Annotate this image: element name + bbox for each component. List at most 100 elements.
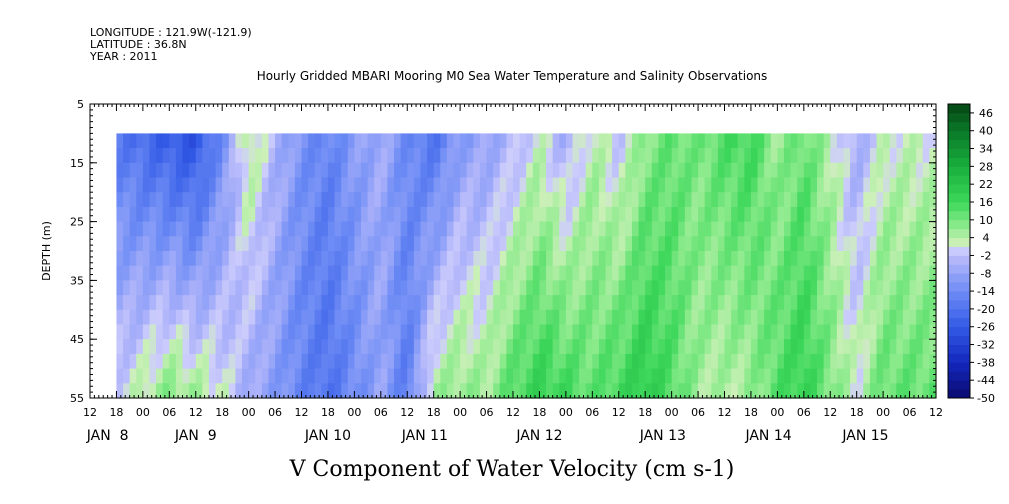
- heatmap-cell: [889, 148, 897, 164]
- heatmap-cell: [242, 383, 250, 399]
- heatmap-cell: [744, 309, 752, 326]
- heatmap-cell: [817, 177, 825, 193]
- x-hour-label: 00: [665, 406, 679, 419]
- heatmap-cell: [922, 251, 930, 267]
- heatmap-cell: [909, 324, 917, 340]
- heatmap-cell: [810, 353, 818, 370]
- heatmap-cell: [208, 309, 217, 326]
- heatmap-cell: [843, 265, 851, 281]
- heatmap-cell: [222, 280, 230, 296]
- x-hour-label: 18: [215, 406, 229, 419]
- heatmap-cell: [658, 309, 666, 326]
- heatmap-cell: [202, 221, 210, 237]
- heatmap-cell: [268, 339, 276, 355]
- heatmap-cell: [817, 309, 825, 326]
- heatmap-cell: [215, 206, 223, 223]
- heatmap-cell: [717, 339, 726, 355]
- heatmap-cell: [255, 265, 263, 281]
- heatmap-cell: [215, 251, 223, 267]
- heatmap-cell: [638, 177, 646, 193]
- heatmap-cell: [334, 162, 342, 179]
- colorbar-swatch: [948, 148, 970, 158]
- heatmap-cell: [519, 133, 527, 149]
- heatmap-cell: [400, 309, 408, 326]
- heatmap-cell: [162, 383, 170, 399]
- heatmap-cell: [189, 353, 197, 370]
- heatmap-cell: [625, 251, 633, 267]
- heatmap-cell: [294, 148, 303, 164]
- heatmap-cell: [605, 324, 613, 340]
- heatmap-cell: [565, 383, 574, 399]
- heatmap-cell: [182, 192, 190, 208]
- heatmap-cell: [294, 309, 303, 326]
- heatmap-cell: [731, 206, 739, 223]
- heatmap-cell: [757, 353, 765, 370]
- heatmap-cell: [631, 236, 640, 252]
- heatmap-cell: [823, 368, 831, 384]
- colorbar-tick-label: -38: [977, 356, 995, 369]
- heatmap-cell: [922, 265, 930, 281]
- heatmap-cell: [665, 339, 673, 355]
- heatmap-cell: [684, 162, 693, 179]
- heatmap-cell: [546, 295, 554, 311]
- heatmap-cell: [579, 339, 587, 355]
- heatmap-cell: [281, 353, 289, 370]
- heatmap-cell: [737, 133, 745, 149]
- heatmap-cell: [797, 324, 805, 340]
- heatmap-cell: [737, 353, 745, 370]
- heatmap-cell: [195, 295, 203, 311]
- heatmap-cell: [327, 295, 336, 311]
- heatmap-cell: [843, 383, 851, 399]
- heatmap-cell: [916, 368, 924, 384]
- heatmap-cell: [559, 192, 567, 208]
- heatmap-cell: [407, 309, 415, 326]
- heatmap-cell: [565, 206, 574, 223]
- heatmap-cell: [592, 265, 600, 281]
- heatmap-cell: [625, 192, 633, 208]
- heatmap-cell: [460, 251, 468, 267]
- heatmap-cell: [281, 162, 289, 179]
- heatmap-cell: [235, 368, 243, 384]
- heatmap-cell: [261, 265, 270, 281]
- heatmap-cell: [843, 368, 851, 384]
- heatmap-cell: [321, 339, 329, 355]
- heatmap-cell: [215, 324, 223, 340]
- heatmap-cell: [367, 383, 375, 399]
- heatmap-cell: [519, 177, 527, 193]
- heatmap-cell: [182, 177, 190, 193]
- heatmap-cell: [460, 265, 468, 281]
- colorbar-tick-label: 28: [979, 160, 993, 173]
- heatmap-cell: [797, 368, 805, 384]
- heatmap-cell: [902, 324, 911, 340]
- heatmap-cell: [876, 295, 884, 311]
- heatmap-cell: [400, 206, 408, 223]
- heatmap-cell: [592, 353, 600, 370]
- heatmap-cell: [222, 148, 230, 164]
- heatmap-cell: [863, 133, 871, 149]
- heatmap-cell: [790, 206, 798, 223]
- heatmap-cell: [592, 383, 600, 399]
- heatmap-cell: [638, 295, 646, 311]
- heatmap-cell: [195, 265, 203, 281]
- heatmap-cell: [175, 280, 184, 296]
- heatmap-cell: [565, 353, 574, 370]
- heatmap-cell: [711, 353, 719, 370]
- heatmap-cell: [843, 295, 851, 311]
- heatmap-cell: [374, 221, 382, 237]
- heatmap-cell: [651, 206, 660, 223]
- heatmap-cell: [222, 251, 230, 267]
- heatmap-cell: [625, 368, 633, 384]
- heatmap-cell: [902, 133, 911, 149]
- colorbar-swatch: [948, 371, 970, 381]
- heatmap-cell: [222, 295, 230, 311]
- heatmap-cell: [645, 280, 653, 296]
- heatmap-cell: [777, 206, 785, 223]
- heatmap-cell: [691, 236, 699, 252]
- heatmap-cell: [433, 236, 441, 252]
- heatmap-cell: [314, 251, 322, 267]
- heatmap-cell: [678, 295, 686, 311]
- x-hour-label: 00: [347, 406, 361, 419]
- heatmap-cell: [552, 236, 560, 252]
- heatmap-cell: [585, 162, 593, 179]
- heatmap-cell: [473, 133, 481, 149]
